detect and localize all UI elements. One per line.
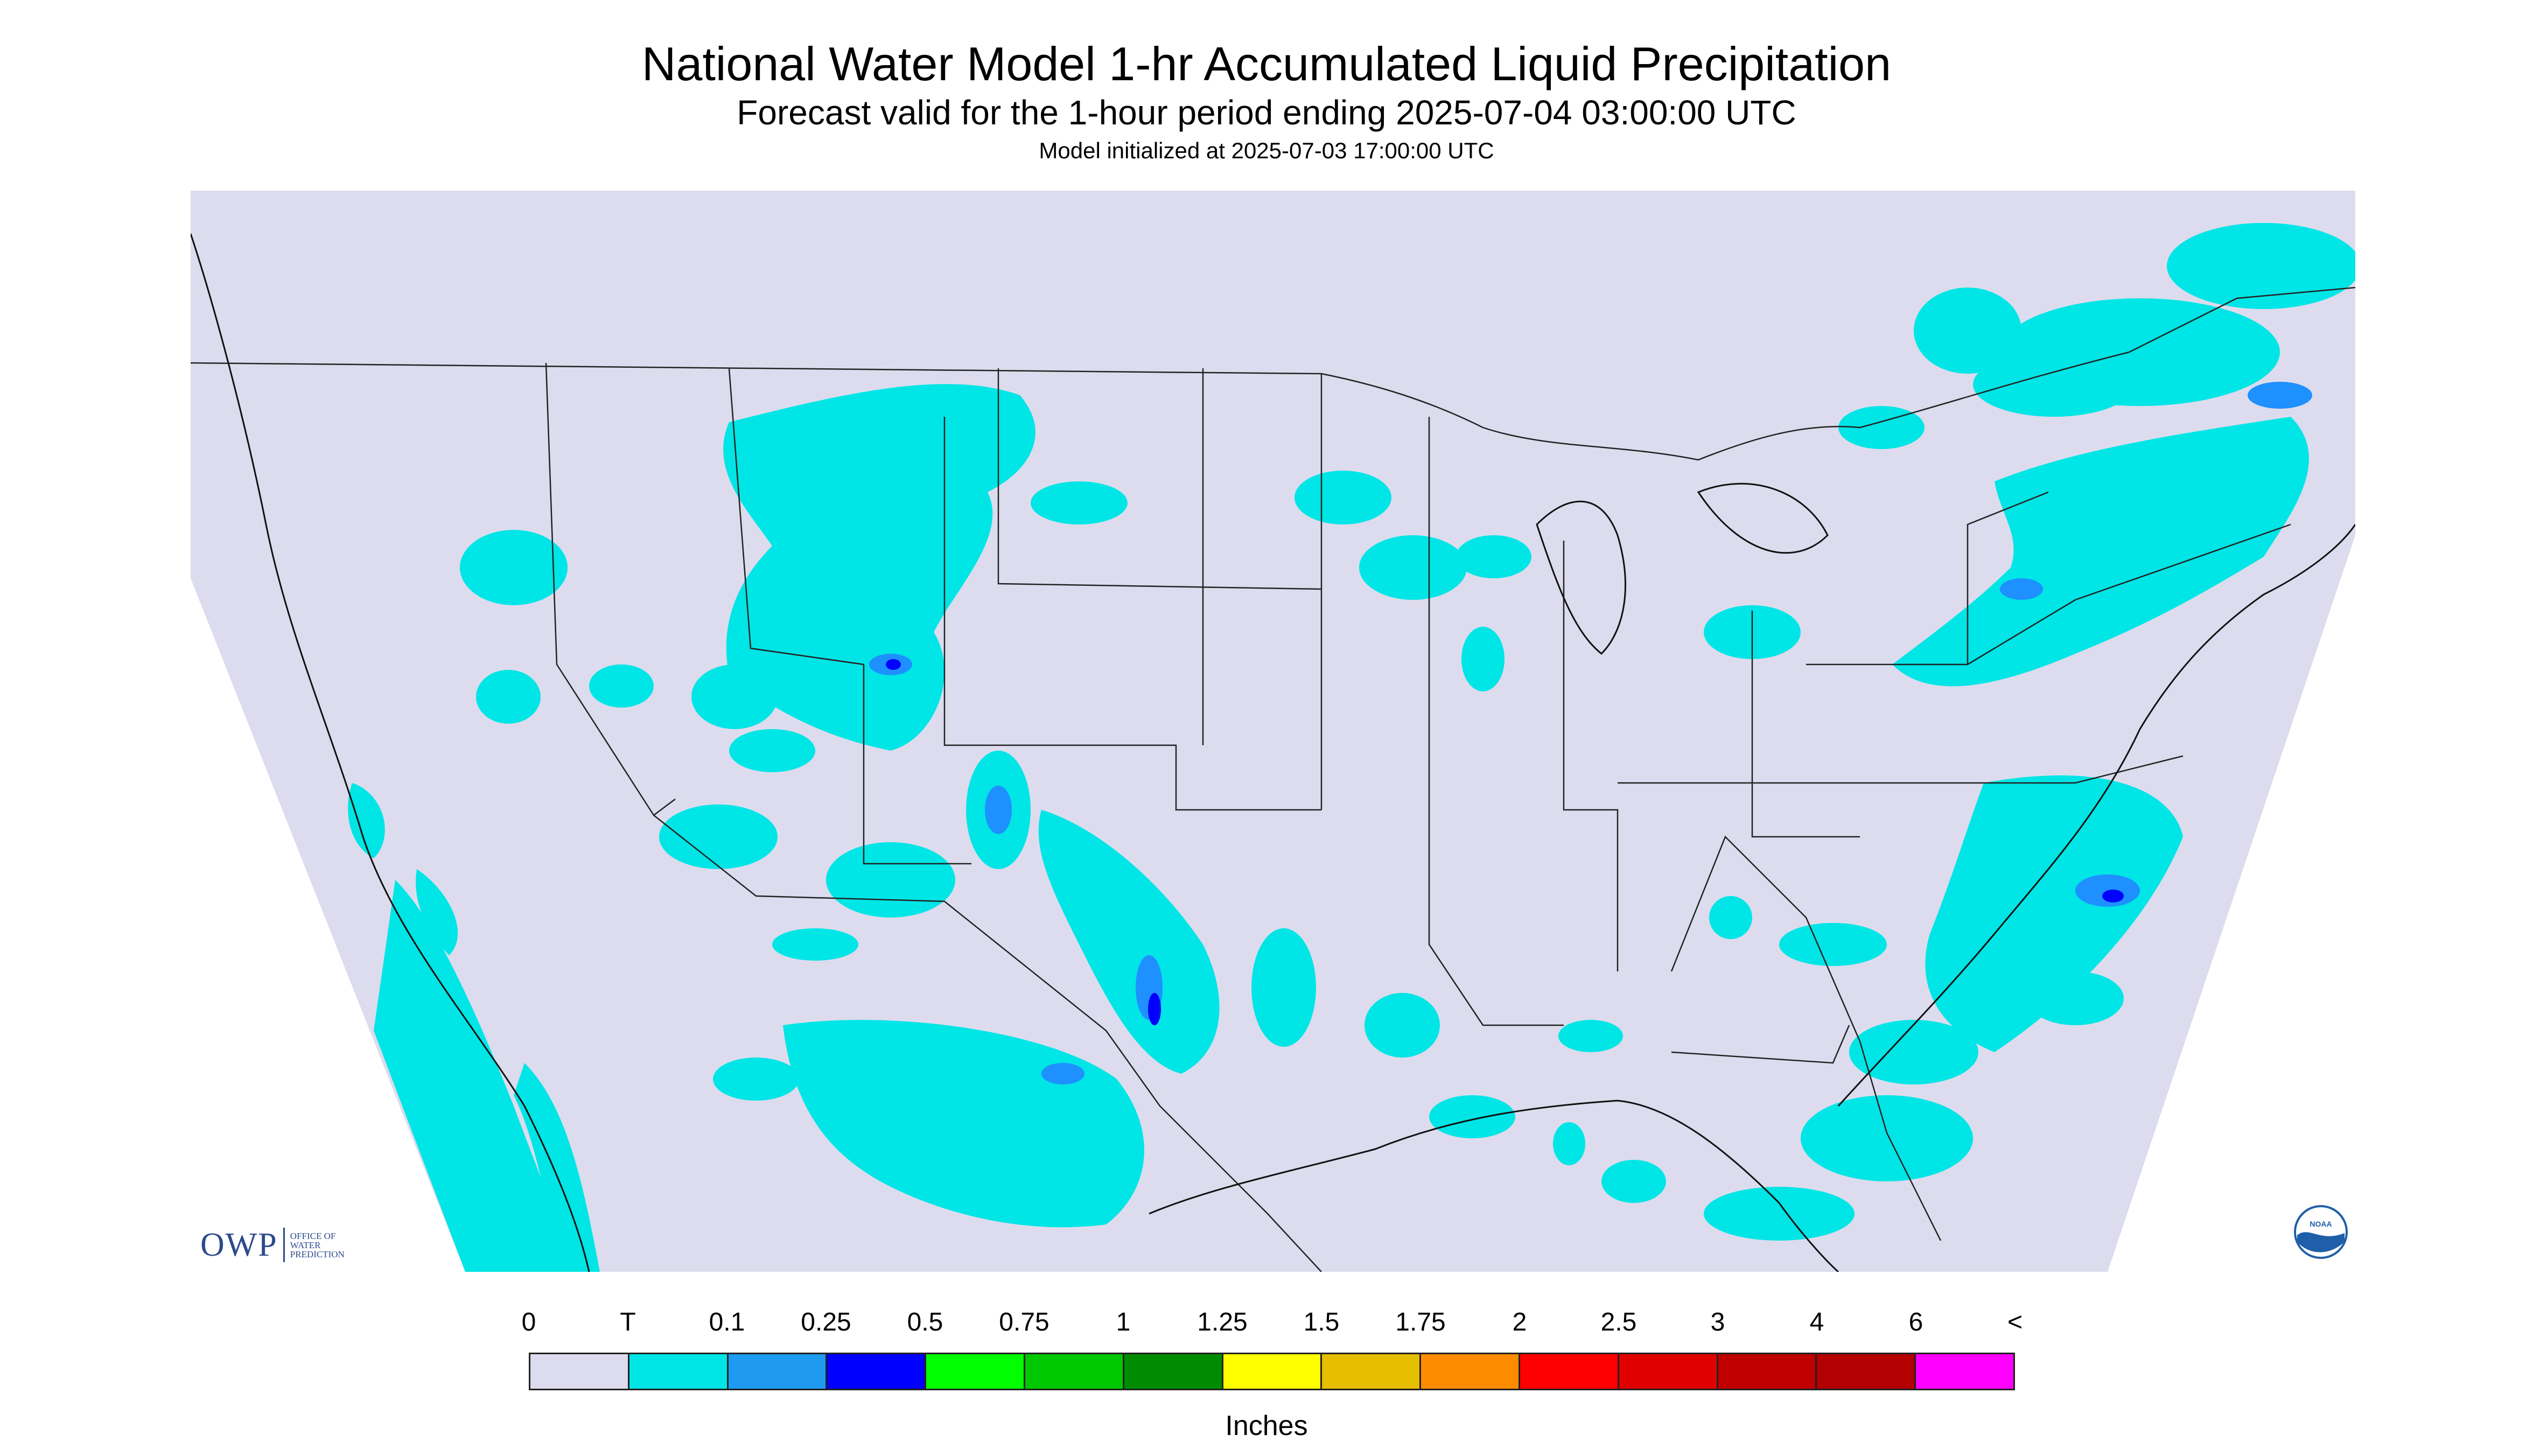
legend-tick-label: 0.1 [709,1308,745,1336]
owp-logo: OWP OFFICE OF WATER PREDICTION [200,1223,345,1266]
precipitation-map [191,191,2355,1272]
legend-swatch-1 [629,1354,729,1389]
legend-tick-label: 0.25 [801,1308,851,1336]
legend-tick-label: 6 [1908,1308,1923,1336]
legend-swatch-11 [1619,1354,1718,1389]
legend-tick-label: 2 [1512,1308,1527,1336]
svg-text:NOAA: NOAA [2310,1220,2332,1228]
map-subtitle: Forecast valid for the 1-hour period end… [737,93,1796,132]
legend-swatch-0 [530,1354,629,1389]
legend-tick-label: 2.5 [1600,1308,1637,1336]
legend-swatch-8 [1322,1354,1422,1389]
legend-swatch-3 [827,1354,927,1389]
legend-tick-label: 4 [1809,1308,1824,1336]
model-init-line: Model initialized at 2025-07-03 17:00:00… [1039,138,1494,163]
legend-swatch-10 [1520,1354,1619,1389]
precip-legend-bar [529,1353,2015,1390]
legend-swatch-9 [1421,1354,1520,1389]
legend-tick-label: 1 [1116,1308,1131,1336]
legend-tick-label: 1.75 [1395,1308,1446,1336]
legend-swatch-7 [1223,1354,1323,1389]
owp-text: OFFICE OF WATER PREDICTION [290,1230,345,1259]
owp-divider [283,1228,285,1262]
map-title: National Water Model 1-hr Accumulated Li… [641,37,1892,90]
owp-wordmark: OWP [200,1226,278,1263]
legend-tick-label: 3 [1710,1308,1725,1336]
legend-swatch-14 [1916,1354,2013,1389]
precip-cells [348,223,2355,1272]
legend-tick-label: 0 [521,1308,536,1336]
legend-units: Inches [1225,1410,1308,1441]
coastlines [191,233,2355,1272]
political-boundaries [191,286,2355,1272]
legend-swatch-13 [1817,1354,1916,1389]
legend-tick-label: 0.75 [999,1308,1049,1336]
legend-swatch-6 [1124,1354,1223,1389]
legend-tick-label: < [2007,1308,2023,1336]
legend-tick-label: 1.5 [1303,1308,1340,1336]
noaa-logo-icon: NOAA [2294,1205,2348,1259]
legend-tick-label: 0.5 [907,1308,943,1336]
legend-swatch-12 [1718,1354,1817,1389]
legend-tick-label: 1.25 [1197,1308,1248,1336]
legend-swatch-2 [728,1354,828,1389]
legend-tick-label: T [620,1308,636,1336]
legend-swatch-5 [1025,1354,1124,1389]
legend-swatch-4 [926,1354,1025,1389]
precip-cells-moderate [886,659,2124,1025]
